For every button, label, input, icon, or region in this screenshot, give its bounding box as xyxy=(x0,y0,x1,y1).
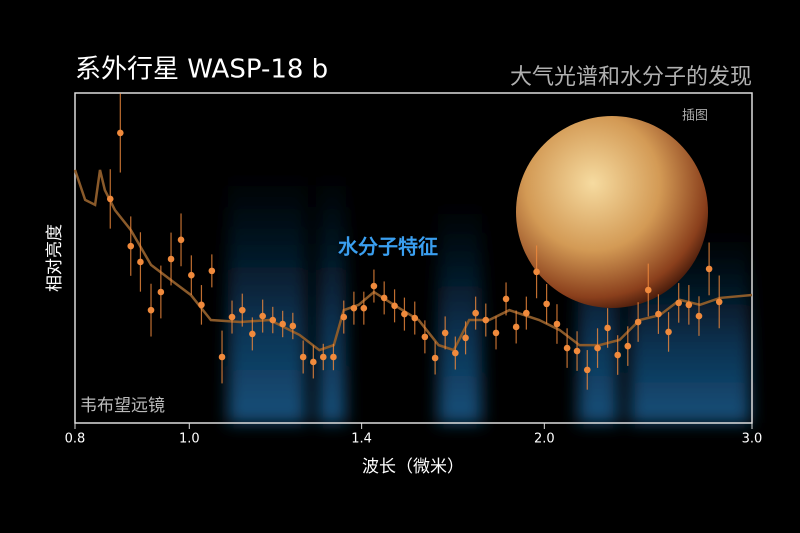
x-tick-label: 2.0 xyxy=(534,432,555,447)
data-point xyxy=(380,294,388,302)
data-point xyxy=(492,329,500,337)
data-point xyxy=(715,298,723,306)
data-point xyxy=(401,310,408,318)
data-point xyxy=(391,302,398,310)
data-point xyxy=(563,344,571,352)
x-tick-label: 1.4 xyxy=(351,432,372,447)
data-point xyxy=(340,313,348,321)
data-point xyxy=(644,286,652,294)
data-point xyxy=(147,306,155,314)
data-point xyxy=(533,268,540,276)
plot-frame xyxy=(74,92,753,424)
data-point xyxy=(310,358,317,366)
data-point xyxy=(624,342,632,350)
x-tick-label: 3.0 xyxy=(742,432,763,447)
data-point xyxy=(279,320,286,328)
data-point xyxy=(482,316,490,324)
data-point xyxy=(137,258,144,266)
data-point xyxy=(695,312,703,320)
data-point xyxy=(330,353,337,361)
data-point xyxy=(472,309,479,317)
x-tick-label: 1.0 xyxy=(179,432,200,447)
data-point xyxy=(675,299,683,307)
data-point xyxy=(512,323,520,331)
data-point xyxy=(106,195,114,203)
data-point xyxy=(350,304,358,312)
data-point xyxy=(259,312,266,320)
data-point xyxy=(289,322,297,330)
data-point xyxy=(665,328,672,336)
data-point xyxy=(319,353,327,361)
inset-label: 插图 xyxy=(682,109,708,124)
data-point xyxy=(218,353,226,361)
planet-illustration xyxy=(516,116,708,308)
data-point xyxy=(573,347,581,355)
data-point xyxy=(157,288,165,296)
data-point xyxy=(685,301,693,309)
credit: 韦布望远镜 xyxy=(80,396,165,416)
data-point xyxy=(421,333,429,341)
chart-title: 系外行星 WASP-18 b xyxy=(75,55,328,85)
data-point xyxy=(543,300,550,308)
data-point xyxy=(502,295,510,303)
annotation: 水分子特征 xyxy=(338,235,438,259)
data-point xyxy=(594,344,601,352)
x-axis-label: 波长（微米） xyxy=(362,457,464,477)
chart-subtitle: 大气光谱和水分子的发现 xyxy=(510,65,752,90)
data-point xyxy=(299,353,307,361)
data-point xyxy=(198,301,205,309)
data-point xyxy=(238,306,246,314)
data-point xyxy=(431,354,439,362)
data-point xyxy=(370,282,378,290)
data-point xyxy=(208,267,216,275)
data-point xyxy=(411,314,419,322)
data-point xyxy=(583,366,591,374)
data-point xyxy=(604,324,611,332)
y-axis-label: 相对亮度 xyxy=(45,224,65,292)
water-bands xyxy=(228,170,750,423)
x-tick-label: 0.8 xyxy=(65,432,86,447)
data-point xyxy=(177,236,185,244)
data-point xyxy=(360,304,368,312)
data-point xyxy=(705,265,713,273)
data-point xyxy=(117,129,124,137)
data-point xyxy=(462,334,469,342)
data-point xyxy=(167,255,175,263)
data-point xyxy=(249,330,256,338)
data-point xyxy=(634,318,642,326)
data-point xyxy=(614,351,621,359)
data-point xyxy=(655,310,662,318)
data-point xyxy=(269,316,277,324)
data-point xyxy=(523,309,530,317)
data-point xyxy=(228,313,236,321)
data-point xyxy=(553,320,561,328)
data-point xyxy=(452,349,459,357)
data-point xyxy=(127,242,135,250)
data-point xyxy=(441,329,449,337)
data-point xyxy=(188,271,195,279)
